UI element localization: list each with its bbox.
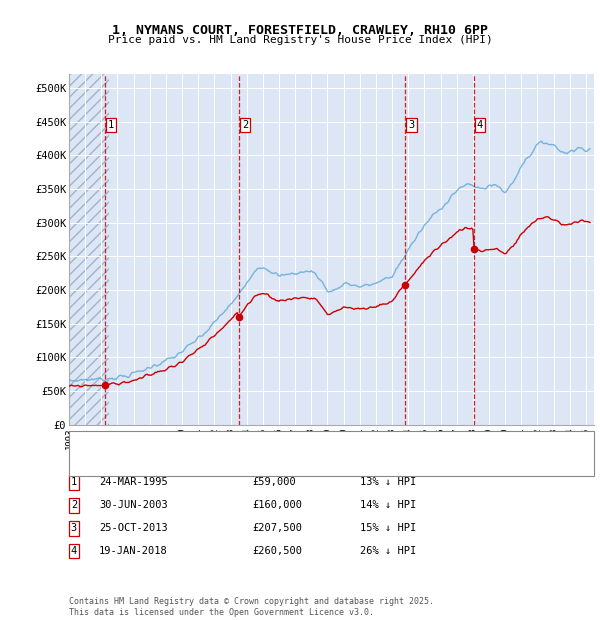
Text: 26% ↓ HPI: 26% ↓ HPI	[360, 546, 416, 556]
Text: 1: 1	[71, 477, 77, 487]
Text: 1: 1	[108, 120, 115, 130]
Text: HPI: Average price, semi-detached house, Crawley: HPI: Average price, semi-detached house,…	[109, 460, 385, 469]
Text: £59,000: £59,000	[252, 477, 296, 487]
Text: 25-OCT-2013: 25-OCT-2013	[99, 523, 168, 533]
Text: Contains HM Land Registry data © Crown copyright and database right 2025.
This d: Contains HM Land Registry data © Crown c…	[69, 598, 434, 617]
Text: 19-JAN-2018: 19-JAN-2018	[99, 546, 168, 556]
Text: 24-MAR-1995: 24-MAR-1995	[99, 477, 168, 487]
Text: 1, NYMANS COURT, FORESTFIELD, CRAWLEY, RH10 6PP: 1, NYMANS COURT, FORESTFIELD, CRAWLEY, R…	[112, 24, 488, 37]
Text: 3: 3	[71, 523, 77, 533]
Text: 4: 4	[477, 120, 483, 130]
Text: Price paid vs. HM Land Registry's House Price Index (HPI): Price paid vs. HM Land Registry's House …	[107, 35, 493, 45]
Text: £160,000: £160,000	[252, 500, 302, 510]
Text: 2: 2	[71, 500, 77, 510]
Text: £207,500: £207,500	[252, 523, 302, 533]
Text: 13% ↓ HPI: 13% ↓ HPI	[360, 477, 416, 487]
Text: 4: 4	[71, 546, 77, 556]
Text: £260,500: £260,500	[252, 546, 302, 556]
Text: 14% ↓ HPI: 14% ↓ HPI	[360, 500, 416, 510]
Text: 1, NYMANS COURT, FORESTFIELD, CRAWLEY, RH10 6PP (semi-detached house): 1, NYMANS COURT, FORESTFIELD, CRAWLEY, R…	[109, 439, 505, 448]
Text: 2: 2	[242, 120, 248, 130]
Text: 3: 3	[409, 120, 415, 130]
Bar	[69, 74, 109, 425]
Text: 30-JUN-2003: 30-JUN-2003	[99, 500, 168, 510]
Text: 15% ↓ HPI: 15% ↓ HPI	[360, 523, 416, 533]
